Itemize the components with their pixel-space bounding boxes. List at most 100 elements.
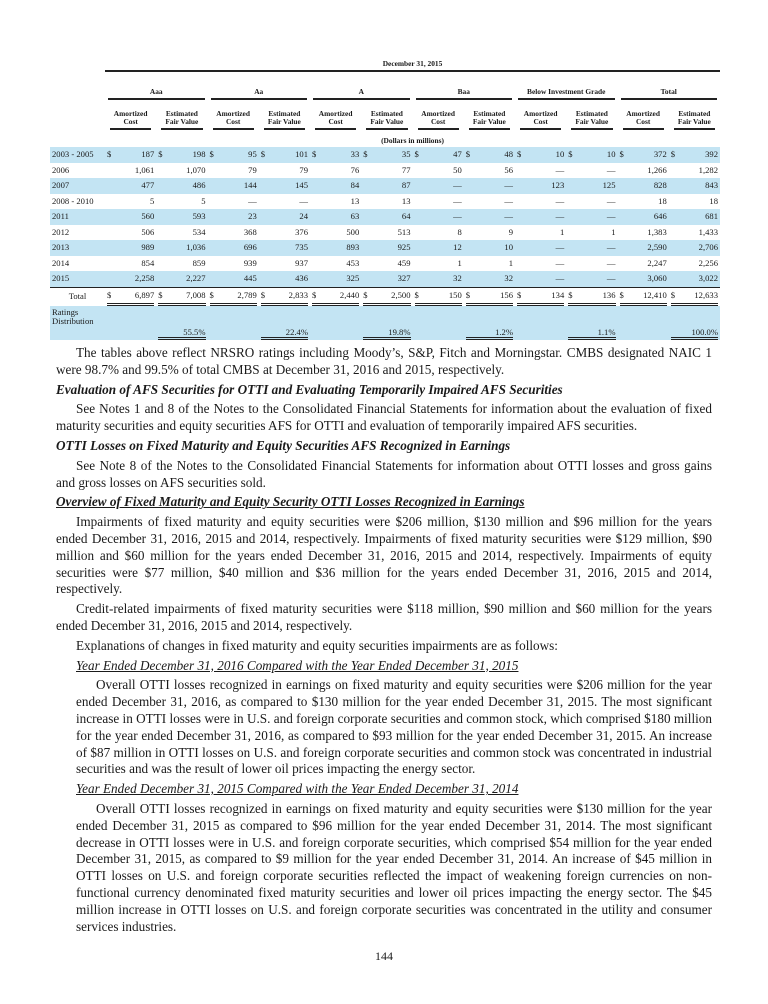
- section-heading: OTTI Losses on Fixed Maturity and Equity…: [56, 437, 511, 453]
- subsection-heading: Year Ended December 31, 2016 Compared wi…: [76, 657, 519, 673]
- cell-value: 2,440: [339, 289, 360, 300]
- cell-value: —: [463, 209, 515, 225]
- cell-value: 445: [207, 271, 259, 287]
- section-heading: Evaluation of AFS Securities for OTTI an…: [56, 381, 563, 397]
- cell-value: 1: [508, 257, 513, 268]
- cell-value: 2,833: [288, 289, 308, 300]
- cell-value: 145: [258, 178, 310, 194]
- cell-value: 10: [606, 149, 616, 159]
- cell-value: 1,282: [698, 164, 718, 175]
- cell-value: 136: [602, 289, 616, 300]
- cell-value: 10: [463, 240, 515, 256]
- cell-value: 843: [668, 178, 720, 194]
- dollar-sign: $: [670, 149, 676, 159]
- cell-value: 32: [412, 271, 464, 287]
- table-row: 2007 477 486 144 145 84 87— —123 125 828 843: [50, 178, 720, 194]
- cell-value: —: [515, 240, 567, 256]
- cell-value: 2,258: [105, 271, 157, 287]
- cell-value: 681: [668, 209, 720, 225]
- cell-value: 13: [350, 195, 360, 206]
- group-header: Below Investment Grade: [518, 88, 615, 100]
- cell-value: —: [412, 178, 464, 194]
- cell-value: —: [515, 209, 567, 225]
- cell-value: 859: [192, 257, 206, 268]
- dollar-sign: $: [670, 289, 676, 300]
- cell-value: 506: [141, 226, 155, 237]
- row-label: 2006: [52, 164, 70, 175]
- cell-value: 156: [500, 289, 513, 300]
- cell-value: 593: [156, 209, 208, 225]
- document-body: The tables above reflect NRSRO ratings i…: [56, 0, 712, 935]
- cell-value: —: [463, 178, 515, 194]
- cell-value: 2,590: [617, 240, 669, 256]
- cell-value: 56: [504, 164, 513, 175]
- cell-value: 939: [243, 257, 257, 268]
- cell-value: 646: [617, 209, 669, 225]
- cell-value: —: [566, 240, 618, 256]
- cell-value: 79: [248, 164, 257, 175]
- cell-value: 101: [295, 149, 308, 159]
- dollar-sign: $: [414, 289, 419, 300]
- row-label: 2015: [50, 271, 105, 287]
- dollar-sign: $: [158, 289, 163, 300]
- row-label: 2012: [52, 226, 70, 237]
- paragraph: See Notes 1 and 8 of the Notes to the Co…: [56, 401, 712, 434]
- row-label: 2014: [52, 257, 70, 268]
- table-row: 2008 - 2010 5 5 — — 13 13 — — — — 18 18: [50, 194, 720, 210]
- table-caption: December 31, 2015: [105, 58, 720, 72]
- cell-value: 13: [401, 195, 411, 206]
- cell-value: 1.1%: [568, 327, 616, 340]
- dollar-sign: $: [107, 289, 112, 300]
- cell-value: 23: [207, 209, 259, 225]
- dollar-sign: $: [312, 149, 317, 159]
- cell-value: 134: [551, 289, 565, 300]
- dollar-sign: $: [465, 149, 471, 159]
- cell-value: 47: [453, 149, 462, 159]
- cell-value: 854: [141, 257, 155, 268]
- page-number: 144: [375, 949, 393, 964]
- cell-value: 19.8%: [363, 327, 411, 340]
- cell-value: —: [504, 195, 513, 206]
- group-header: A: [313, 88, 410, 100]
- cell-value: 937: [295, 257, 308, 268]
- table-row: 2006 1,061 1,070 79 79 76 77 50 56 — — 1,266 1,282: [50, 163, 720, 179]
- cell-value: 392: [705, 149, 718, 159]
- cell-value: —: [606, 164, 616, 175]
- cell-value: 2,789: [237, 289, 257, 300]
- cell-value: 2,247: [647, 257, 667, 268]
- dollar-sign: $: [260, 149, 266, 159]
- cell-value: —: [299, 195, 308, 206]
- group-header: Baa: [415, 88, 512, 100]
- cell-value: 560: [105, 209, 157, 225]
- cell-value: —: [606, 195, 616, 206]
- column-header: Estimated Fair Value: [263, 110, 305, 130]
- cell-value: 828: [617, 178, 669, 194]
- dollar-sign: $: [517, 289, 522, 300]
- cell-value: 18: [658, 195, 667, 206]
- dollar-sign: $: [107, 149, 112, 159]
- cell-value: 893: [310, 240, 362, 256]
- dollar-sign: $: [465, 289, 471, 300]
- cell-value: 2,500: [391, 289, 411, 300]
- cell-value: 2,256: [698, 257, 718, 268]
- cell-value: 198: [192, 149, 206, 159]
- cell-value: 1.2%: [465, 327, 513, 340]
- cell-value: 3,022: [668, 271, 720, 287]
- cell-value: 50: [453, 164, 462, 175]
- cell-value: 459: [397, 257, 411, 268]
- cell-value: —: [566, 209, 618, 225]
- ratings-table: December 31, 2015 Aaa Aa A Baa Below Investm…: [50, 58, 720, 340]
- cell-value: 77: [401, 164, 411, 175]
- cell-value: 436: [258, 271, 310, 287]
- paragraph: Credit-related impairments of fixed matu…: [56, 601, 712, 633]
- cell-value: 534: [192, 226, 206, 237]
- cell-value: 477: [105, 178, 157, 194]
- column-header: Estimated Fair Value: [161, 110, 203, 130]
- cell-value: 9: [508, 226, 513, 237]
- paragraph: The tables above reflect NRSRO ratings i…: [56, 345, 712, 377]
- table-row: 2011 560 593 23 24 63 64— — — —646 681: [50, 209, 720, 225]
- cell-value: 989: [105, 240, 157, 256]
- cell-value: —: [453, 195, 462, 206]
- section-heading: Overview of Fixed Maturity and Equity Se…: [56, 494, 525, 510]
- cell-value: 7,008: [186, 289, 206, 300]
